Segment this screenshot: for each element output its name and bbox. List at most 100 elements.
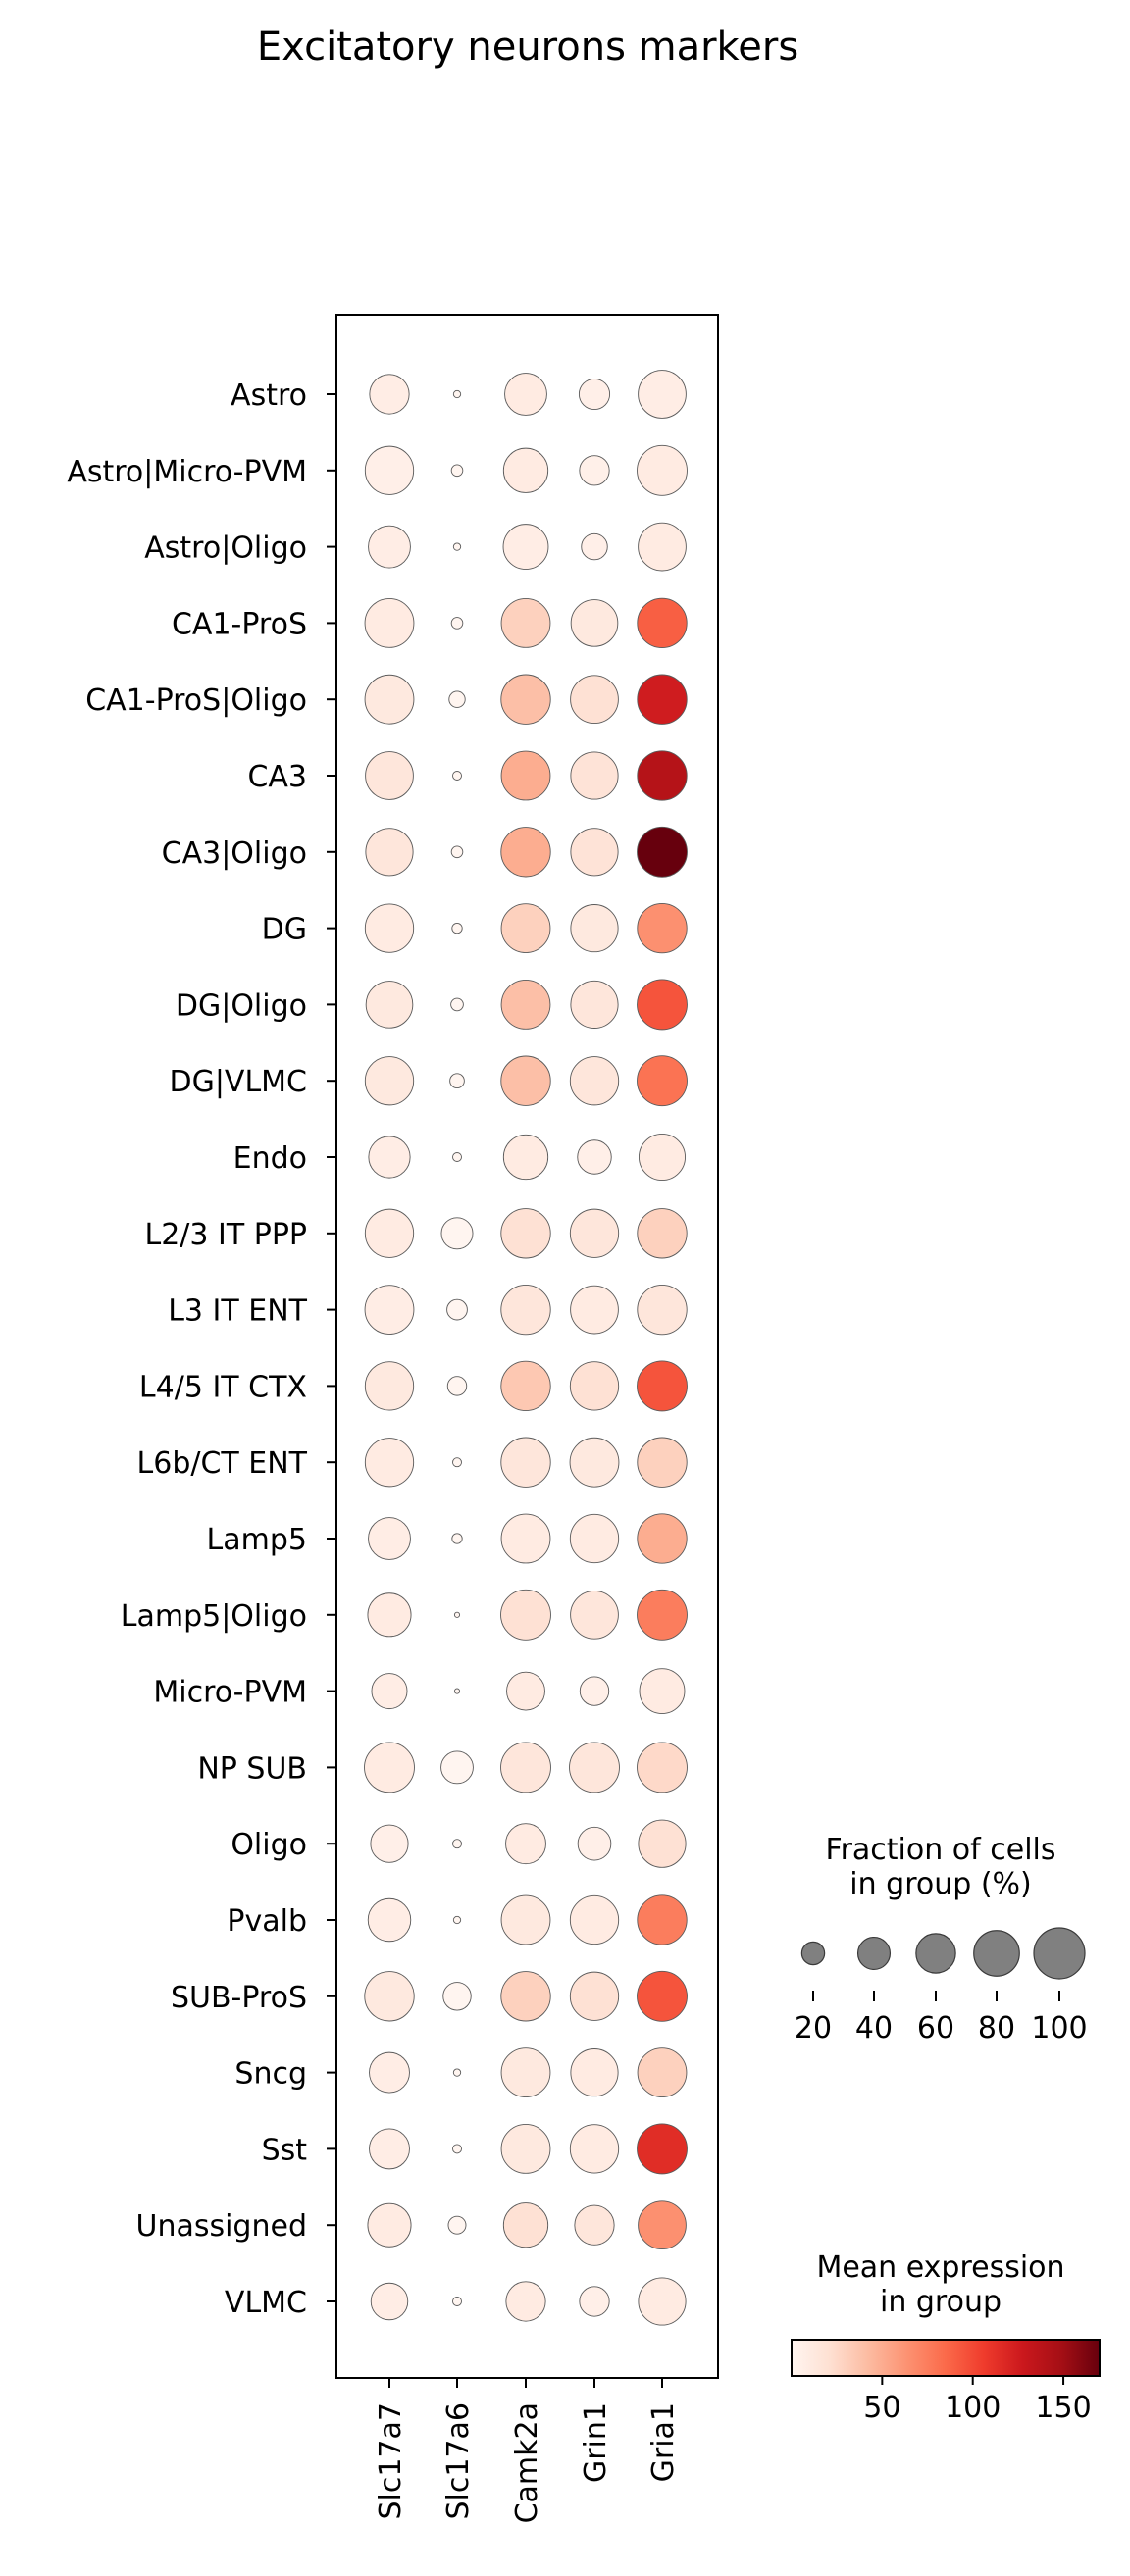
dot-ca3-gria1 [637,750,688,801]
y-tick-label: DG|VLMC [169,1065,307,1099]
y-tick-label: Sncg [234,2057,307,2092]
dot-l4-5-it-ctx-camk2a [500,1360,551,1412]
dot-sst-slc17a6 [452,2144,462,2154]
dot-micro-pvm-gria1 [639,1668,686,1715]
dot-unassigned-gria1 [638,2200,687,2250]
dot-ca3-oligo-camk2a [500,827,551,878]
y-tick-label: CA3 [247,760,307,794]
dot-ca3-oligo-slc17a6 [450,845,464,859]
dot-astro-oligo-grin1 [581,532,608,561]
y-tick-label: Astro|Oligo [144,531,307,566]
dot-lamp5-camk2a [500,1513,551,1564]
size-legend-title: Fraction of cells [826,1833,1056,1867]
colorbar-tick-label: 50 [863,2391,900,2425]
size-legend-label: 60 [917,2011,954,2046]
dot-dg-vlmc-gria1 [637,1055,688,1107]
dot-oligo-slc17a7 [370,1824,409,1863]
y-tick-label: Lamp5 [207,1523,307,1557]
colorbar [791,2339,1101,2377]
size-legend-dot [1033,1927,1086,1980]
dot-astro-oligo-slc17a6 [452,542,462,551]
y-tick-label: NP SUB [197,1751,307,1786]
dot-astro-micro-pvm-slc17a7 [364,445,415,495]
size-legend-dot [915,1933,956,1974]
dot-ca3-slc17a6 [452,771,462,781]
y-tick-label: Sst [262,2133,308,2167]
size-legend-label: 20 [795,2011,832,2046]
y-tick-label: CA1-ProS [172,607,307,641]
y-tick-label: Astro [231,379,307,413]
dot-ca3-camk2a [500,750,551,801]
dot-dg-slc17a7 [364,903,415,953]
color-legend-title: Mean expression [816,2250,1064,2285]
dot-endo-slc17a6 [452,1152,462,1162]
dot-l3-it-ent-camk2a [500,1284,551,1336]
dot-oligo-gria1 [638,1819,687,1868]
chart-title: Excitatory neurons markers [257,25,798,70]
dot-sub-pros-camk2a [500,1971,551,2022]
dot-sst-gria1 [637,2123,688,2175]
dot-endo-camk2a [502,1134,549,1181]
dot-sub-pros-gria1 [637,1970,688,2022]
dot-l4-5-it-ctx-grin1 [569,1361,620,1411]
dot-np-sub-slc17a6 [440,1750,474,1785]
dot-sst-camk2a [500,2124,551,2174]
dot-astro-micro-pvm-slc17a6 [450,464,464,478]
dot-ca1-pros-oligo-slc17a6 [448,690,466,708]
dot-pvalb-grin1 [569,1894,620,1945]
dot-lamp5-oligo-gria1 [637,1589,688,1641]
dot-l4-5-it-ctx-gria1 [637,1360,688,1412]
dot-astro-gria1 [638,370,687,419]
dot-micro-pvm-grin1 [579,1676,610,1706]
dot-dg-oligo-slc17a6 [450,997,464,1012]
dot-ca3-slc17a7 [365,751,414,800]
dot-lamp5-grin1 [569,1513,620,1564]
dot-ca1-pros-gria1 [637,597,688,649]
dot-unassigned-slc17a6 [447,2215,467,2235]
size-legend-label: 100 [1031,2011,1087,2046]
dot-np-sub-grin1 [569,1742,620,1793]
dot-sncg-grin1 [570,2048,619,2097]
size-legend-label: 40 [855,2011,893,2046]
dot-lamp5-slc17a6 [451,1533,463,1544]
dot-l3-it-ent-slc17a6 [446,1298,468,1321]
dot-endo-gria1 [639,1134,686,1181]
plot-frame [335,314,719,2379]
dot-lamp5-oligo-grin1 [570,1590,619,1640]
y-tick-label: Lamp5|Oligo [121,1599,307,1634]
dot-unassigned-grin1 [574,2204,615,2246]
dot-astro-oligo-slc17a7 [368,525,411,569]
dot-ca3-oligo-gria1 [637,826,688,878]
dot-l2-3-it-ppp-grin1 [569,1208,620,1258]
dot-lamp5-oligo-slc17a6 [453,1611,461,1618]
x-tick-label: Slc17a6 [441,2402,476,2520]
dot-sncg-slc17a6 [452,2068,462,2077]
dot-dg-oligo-grin1 [570,980,619,1029]
dot-ca1-pros-slc17a6 [450,617,464,630]
dot-lamp5-oligo-slc17a7 [367,1592,412,1638]
y-tick-label: Pvalb [227,1904,307,1939]
dot-l3-it-ent-gria1 [637,1284,688,1336]
dot-sncg-gria1 [637,2047,688,2097]
dot-np-sub-gria1 [637,1742,688,1793]
dot-vlmc-camk2a [505,2281,546,2322]
dot-vlmc-grin1 [579,2286,610,2317]
y-tick-label: CA3|Oligo [162,836,307,871]
dot-ca1-pros-oligo-gria1 [637,674,688,725]
dot-np-sub-slc17a7 [364,1742,415,1793]
dot-l2-3-it-ppp-slc17a7 [364,1208,415,1258]
dot-ca3-oligo-grin1 [570,828,619,877]
dot-astro-micro-pvm-camk2a [502,447,549,493]
dot-sncg-camk2a [500,2047,551,2097]
size-legend-dot [856,1936,892,1971]
dot-l2-3-it-ppp-gria1 [637,1208,688,1259]
y-tick-label: DG|Oligo [176,988,307,1023]
dot-ca1-pros-grin1 [570,599,619,647]
size-legend-title: in group (%) [849,1867,1031,1901]
dot-ca1-pros-camk2a [500,598,551,648]
dot-l6b-ct-ent-slc17a7 [364,1438,415,1488]
y-tick-label: Micro-PVM [153,1676,307,1710]
dot-pvalb-camk2a [500,1894,551,1945]
dot-sst-grin1 [569,2124,620,2174]
